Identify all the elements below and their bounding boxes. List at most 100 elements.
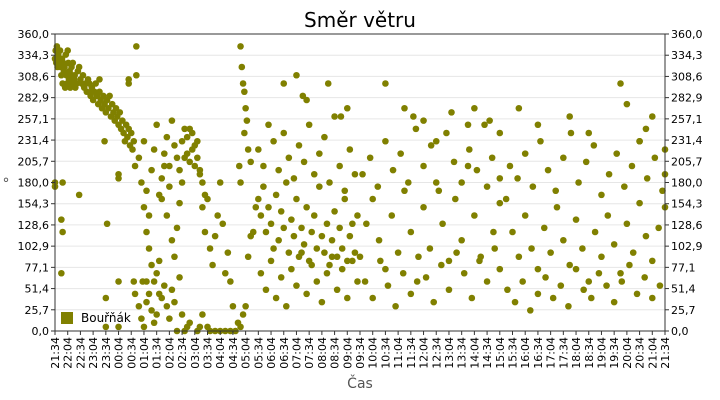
data-point: [413, 278, 421, 285]
y-tick-label: 128,6: [671, 219, 703, 232]
data-point: [582, 158, 590, 166]
y-tick-label: 102,9: [18, 240, 50, 253]
x-tick-label: 19:04: [595, 337, 608, 369]
data-point: [257, 269, 265, 277]
data-point: [432, 179, 440, 186]
data-point: [506, 162, 514, 170]
data-point: [534, 290, 542, 298]
data-point: [298, 249, 305, 256]
x-tick-label: 04:34: [227, 337, 240, 369]
data-point: [515, 104, 523, 112]
data-point: [528, 245, 535, 252]
data-point: [321, 133, 328, 141]
data-point: [471, 104, 478, 112]
data-point: [369, 294, 377, 302]
x-tick-label: 00:34: [125, 337, 138, 369]
y-tick-label: 360,0: [18, 28, 50, 41]
data-point: [143, 278, 150, 285]
data-point: [158, 294, 166, 302]
data-point: [290, 175, 298, 182]
data-point: [282, 179, 290, 186]
data-point: [282, 302, 290, 310]
data-point: [133, 43, 140, 50]
x-tick-label: 18:04: [570, 337, 583, 369]
grid-lines: [55, 54, 665, 311]
data-point: [166, 162, 173, 170]
data-point: [321, 249, 328, 256]
x-tick-label: 16:04: [519, 337, 532, 369]
data-point: [336, 224, 343, 232]
data-point: [288, 216, 295, 223]
data-point: [303, 290, 310, 298]
data-point: [275, 236, 282, 244]
data-point: [303, 96, 310, 104]
x-tick-label: 06:34: [278, 337, 291, 369]
data-point: [201, 191, 209, 199]
data-point: [255, 195, 262, 203]
data-point: [642, 125, 650, 133]
data-point: [623, 100, 631, 108]
data-point: [145, 212, 153, 219]
data-point: [191, 162, 199, 170]
data-point: [79, 71, 87, 79]
data-point: [552, 187, 560, 195]
x-tick-label: 13:04: [443, 337, 456, 369]
data-point: [430, 298, 438, 306]
legend: Bouřňák: [61, 311, 131, 325]
data-point: [331, 113, 338, 120]
data-point: [196, 323, 204, 331]
data-point: [426, 245, 434, 252]
x-tick-label: 10:04: [367, 337, 380, 369]
data-point: [171, 253, 178, 261]
data-point: [349, 257, 356, 265]
data-point: [338, 245, 346, 252]
x-tick-label: 15:34: [507, 337, 520, 369]
x-tick-label: 07:04: [290, 337, 303, 369]
data-point: [262, 228, 270, 236]
data-point: [138, 179, 145, 186]
data-point: [135, 302, 143, 310]
data-point: [300, 241, 308, 248]
data-point: [153, 269, 160, 277]
data-point: [351, 249, 359, 256]
data-point: [238, 63, 246, 71]
x-tick-label: 12:04: [418, 337, 431, 369]
data-point: [148, 166, 155, 174]
data-point: [337, 113, 345, 120]
data-point: [260, 183, 267, 190]
data-point: [171, 142, 178, 149]
data-point: [318, 298, 326, 306]
data-point: [628, 162, 636, 170]
data-point: [521, 212, 529, 219]
data-point: [155, 257, 163, 265]
data-point: [160, 282, 168, 289]
data-point: [300, 158, 308, 166]
x-tick-label: 15:04: [494, 337, 507, 369]
data-point: [235, 162, 243, 170]
data-point: [465, 146, 473, 153]
data-point: [178, 137, 186, 145]
y-tick-label: 180,0: [671, 177, 703, 190]
data-point: [186, 319, 194, 327]
data-point: [598, 191, 605, 199]
x-tick-label: 22:04: [62, 337, 75, 369]
data-point: [544, 166, 552, 174]
data-point: [567, 129, 575, 137]
data-point: [183, 150, 191, 157]
data-point: [651, 154, 659, 162]
data-point: [557, 282, 565, 289]
data-point: [75, 191, 83, 199]
data-point: [176, 166, 183, 174]
data-points: [51, 43, 669, 335]
data-point: [130, 278, 138, 285]
data-point: [135, 154, 143, 162]
data-point: [392, 302, 399, 310]
data-point: [420, 117, 427, 124]
data-point: [460, 269, 468, 277]
data-point: [438, 261, 445, 269]
data-point: [216, 179, 224, 186]
data-point: [323, 269, 331, 277]
x-tick-label: 07:34: [303, 337, 316, 369]
data-point: [201, 228, 209, 236]
